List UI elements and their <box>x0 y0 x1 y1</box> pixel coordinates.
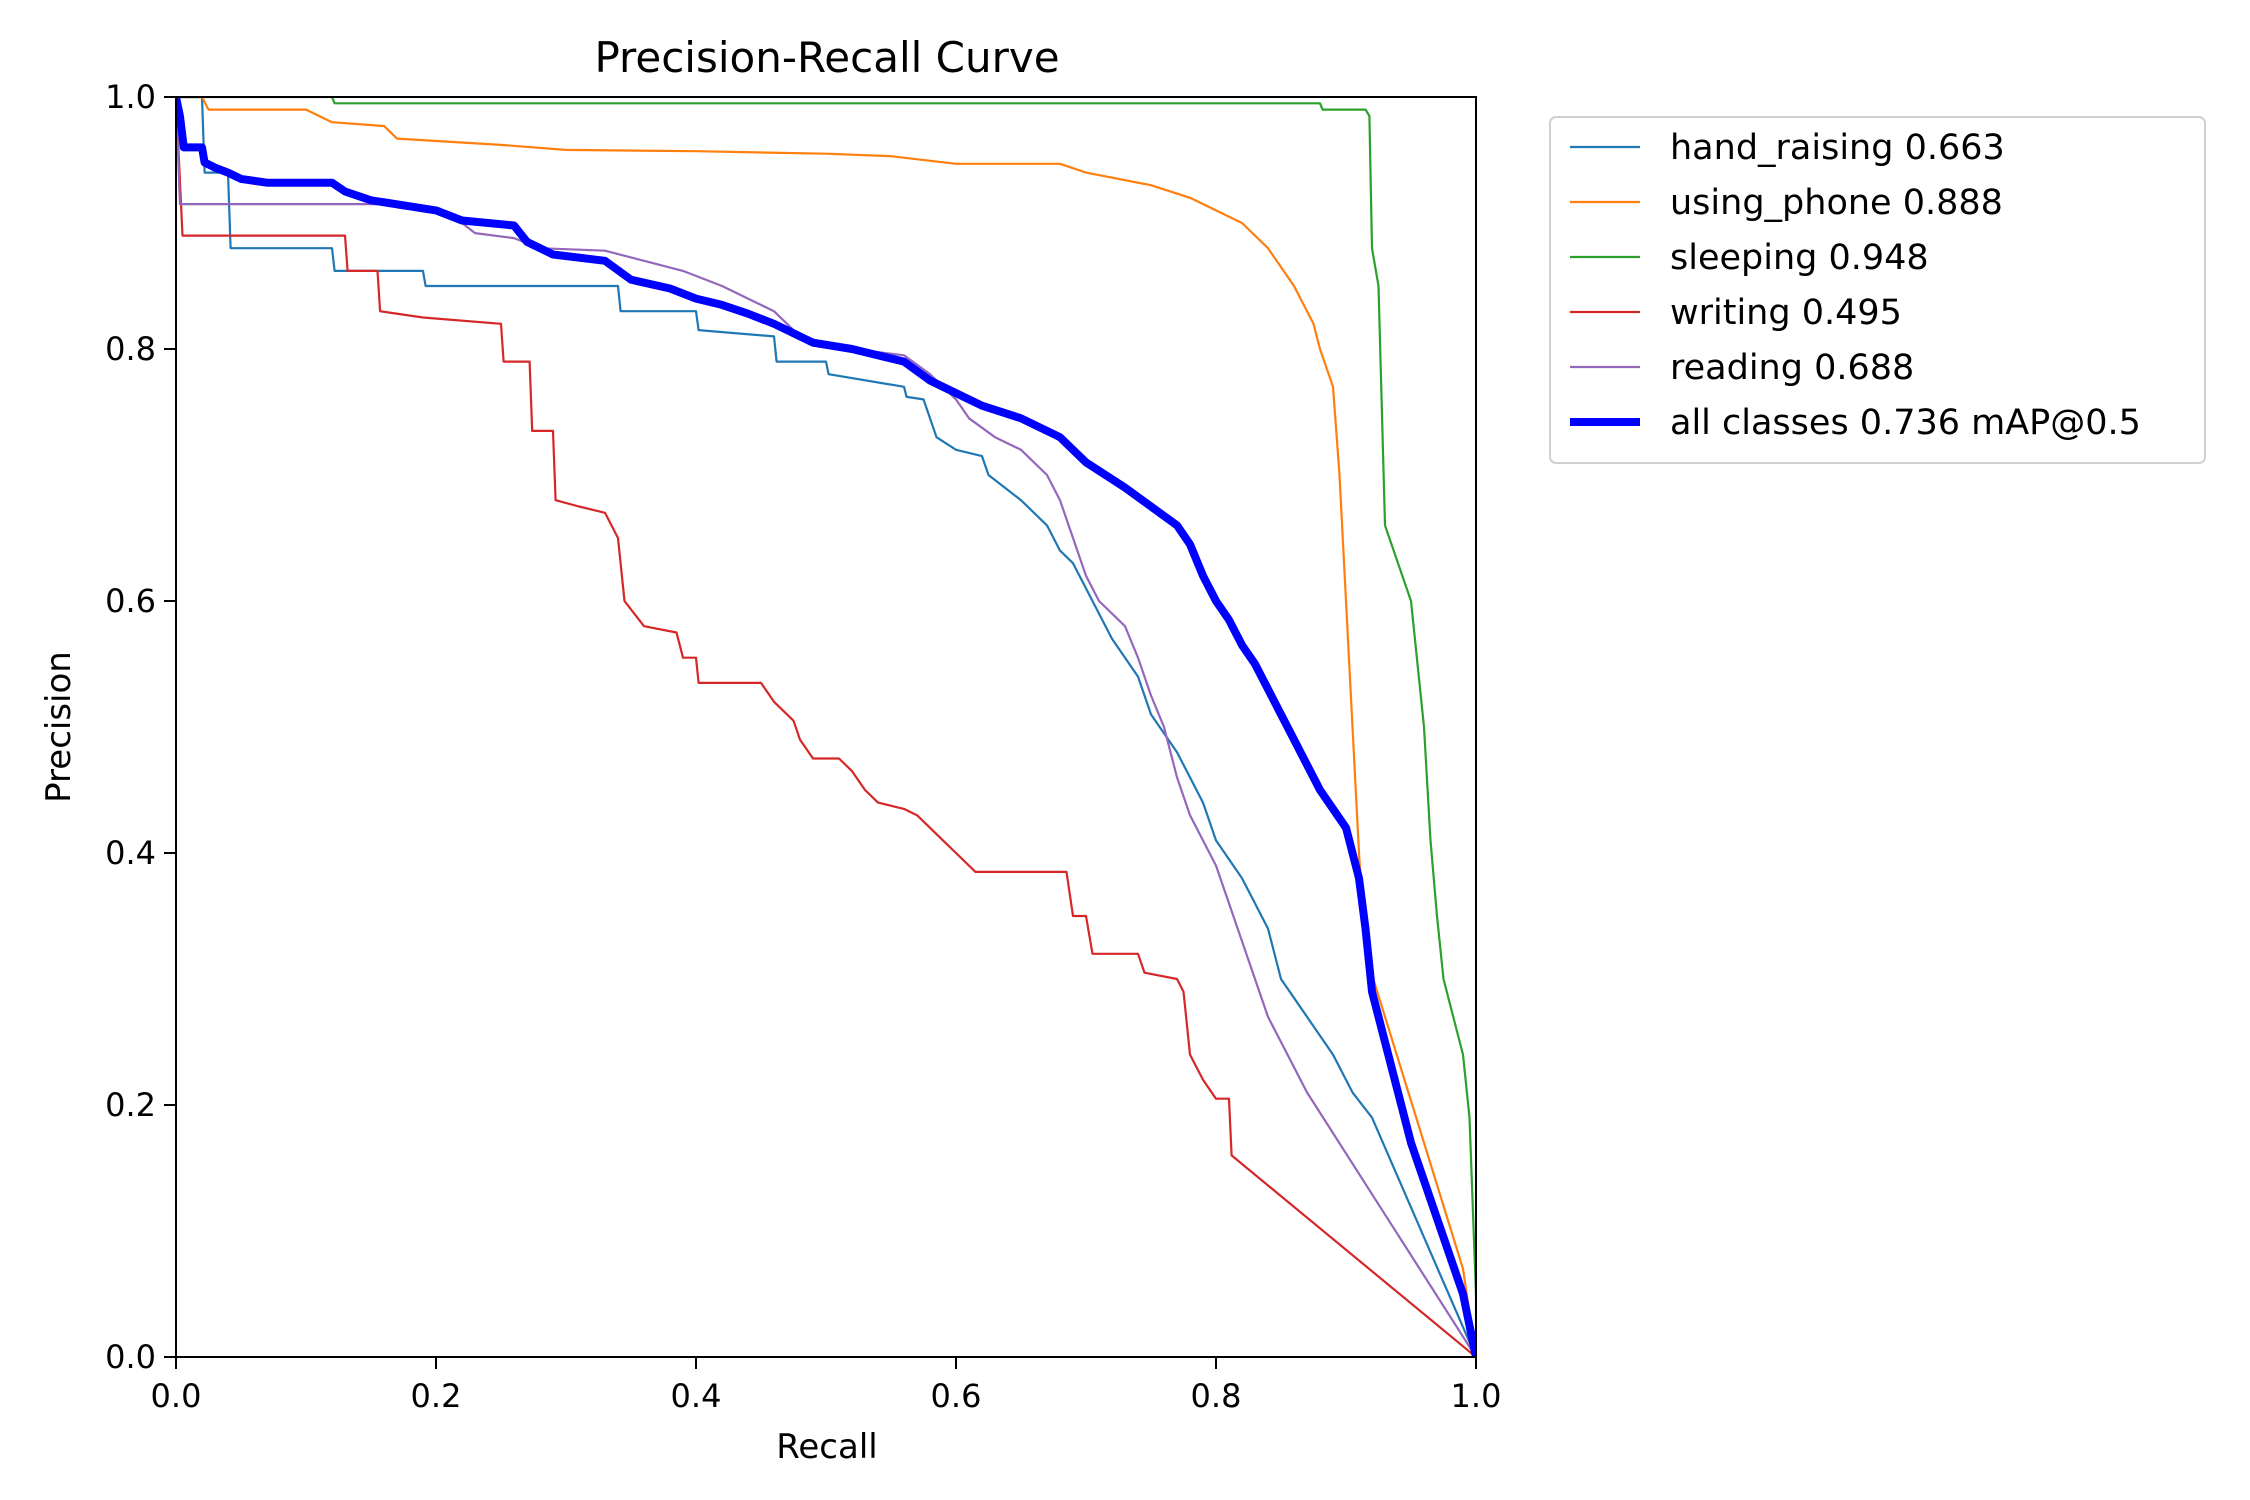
series-line-0 <box>176 97 1476 1357</box>
x-tick-label: 0.2 <box>411 1377 462 1415</box>
series-line-2 <box>176 97 1476 1357</box>
legend-label-4: reading 0.688 <box>1670 348 1914 388</box>
x-tick-label: 0.6 <box>931 1377 982 1415</box>
y-axis-label: Precision <box>39 651 79 803</box>
x-tick-label: 0.8 <box>1191 1377 1242 1415</box>
x-axis: 0.0 0.2 0.4 0.6 0.8 1.0 <box>151 1357 1502 1415</box>
x-tick-label: 1.0 <box>1451 1377 1502 1415</box>
series-line-5 <box>176 97 1476 1357</box>
series-line-3 <box>176 97 1476 1357</box>
legend-frame <box>1549 116 2206 464</box>
y-tick-label: 0.8 <box>105 330 156 368</box>
series-line-4 <box>176 97 1476 1357</box>
legend-label-2: sleeping 0.948 <box>1670 238 1929 278</box>
series-line-1 <box>176 97 1476 1357</box>
y-tick-label: 0.4 <box>105 834 156 872</box>
y-tick-label: 0.2 <box>105 1086 156 1124</box>
plot-frame <box>175 96 1477 1358</box>
y-axis: 0.0 0.2 0.4 0.6 0.8 1.0 <box>105 78 176 1376</box>
y-tick-label: 0.0 <box>105 1338 156 1376</box>
legend-label-0: hand_raising 0.663 <box>1670 128 2005 168</box>
legend: hand_raising 0.663 using_phone 0.888 sleep… <box>1549 116 2206 464</box>
legend-label-5: all classes 0.736 mAP@0.5 <box>1670 403 2141 443</box>
x-axis-label: Recall <box>776 1427 877 1467</box>
legend-label-3: writing 0.495 <box>1670 293 1902 333</box>
chart-title: Precision-Recall Curve <box>594 33 1059 82</box>
x-tick-label: 0.4 <box>671 1377 722 1415</box>
y-tick-label: 1.0 <box>105 78 156 116</box>
x-tick-label: 0.0 <box>151 1377 202 1415</box>
series-layer <box>176 97 1476 1357</box>
legend-label-1: using_phone 0.888 <box>1670 183 2003 223</box>
y-tick-label: 0.6 <box>105 582 156 620</box>
